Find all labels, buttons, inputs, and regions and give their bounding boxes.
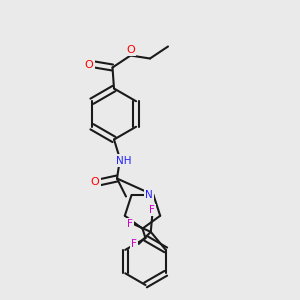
Text: F: F (131, 239, 137, 249)
Text: N: N (145, 190, 153, 200)
Text: O: O (85, 59, 94, 70)
Text: O: O (91, 177, 100, 187)
Text: NH: NH (116, 155, 131, 166)
Text: F: F (149, 205, 155, 215)
Text: F: F (127, 219, 133, 230)
Text: O: O (126, 45, 135, 55)
